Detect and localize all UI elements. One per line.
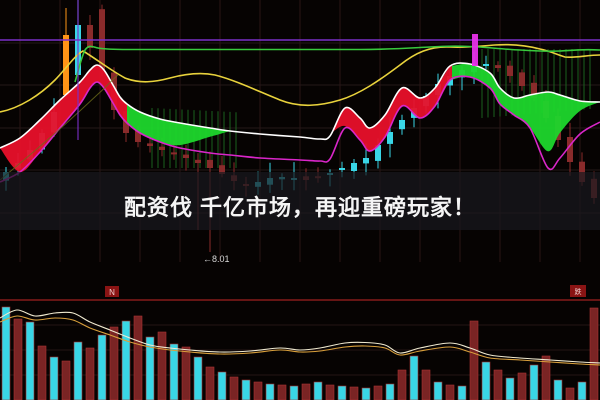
svg-text:跌: 跌: [575, 287, 582, 296]
svg-text:N: N: [109, 288, 115, 297]
svg-text:←8.01: ←8.01: [203, 254, 230, 264]
